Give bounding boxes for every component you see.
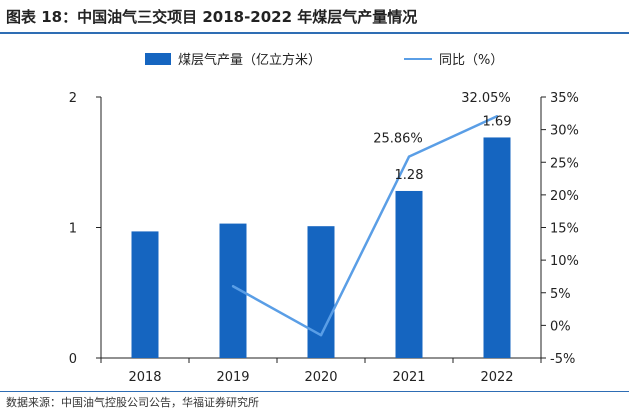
- footer-divider: [0, 391, 629, 392]
- right-tick-label: 5%: [550, 287, 571, 302]
- yoy-point-2020: [319, 333, 323, 337]
- bar-2021: [395, 190, 423, 358]
- legend-line-label: 同比（%）: [439, 53, 503, 68]
- right-tick-label: -5%: [550, 352, 575, 367]
- right-tick-label: 25%: [550, 156, 579, 171]
- yoy-line: [232, 115, 498, 337]
- legend-bar-swatch: [145, 53, 171, 65]
- source-note: 数据来源：中国油气控股公司公告，华福证券研究所: [6, 396, 259, 409]
- line-data-label: 25.86%: [373, 132, 423, 147]
- right-tick-label: 10%: [550, 254, 579, 269]
- yoy-point-2019: [231, 285, 235, 288]
- right-tick-label: 15%: [550, 222, 579, 237]
- left-tick-label: 1: [69, 222, 77, 237]
- left-tick-label: 2: [69, 91, 77, 106]
- x-tick-label: 2018: [128, 370, 161, 385]
- legend: 煤层气产量（亿立方米） 同比（%）: [145, 52, 503, 68]
- title-divider: [0, 32, 629, 34]
- figure-title: 图表 18：中国油气三交项目 2018-2022 年煤层气产量情况: [6, 8, 418, 26]
- bar-2020: [307, 226, 335, 358]
- yoy-point-2021: [407, 155, 411, 158]
- right-tick-label: 35%: [550, 91, 579, 106]
- right-tick-label: 20%: [550, 189, 579, 204]
- right-tick-label: 0%: [550, 319, 571, 334]
- left-tick-label: 0: [69, 352, 77, 367]
- bar-data-label: 1.69: [483, 114, 512, 129]
- x-tick-label: 2019: [216, 370, 249, 385]
- bar-2018: [131, 231, 159, 358]
- x-tick-label: 2021: [392, 370, 425, 385]
- right-tick-label: 30%: [550, 124, 579, 139]
- line-data-label: 32.05%: [461, 91, 511, 106]
- bar-2022: [483, 137, 511, 358]
- yoy-point-2022: [495, 115, 499, 118]
- legend-bar-label: 煤层气产量（亿立方米）: [178, 52, 321, 68]
- bar-data-label: 1.28: [395, 168, 424, 183]
- x-tick-label: 2022: [480, 370, 513, 385]
- x-tick-label: 2020: [304, 370, 337, 385]
